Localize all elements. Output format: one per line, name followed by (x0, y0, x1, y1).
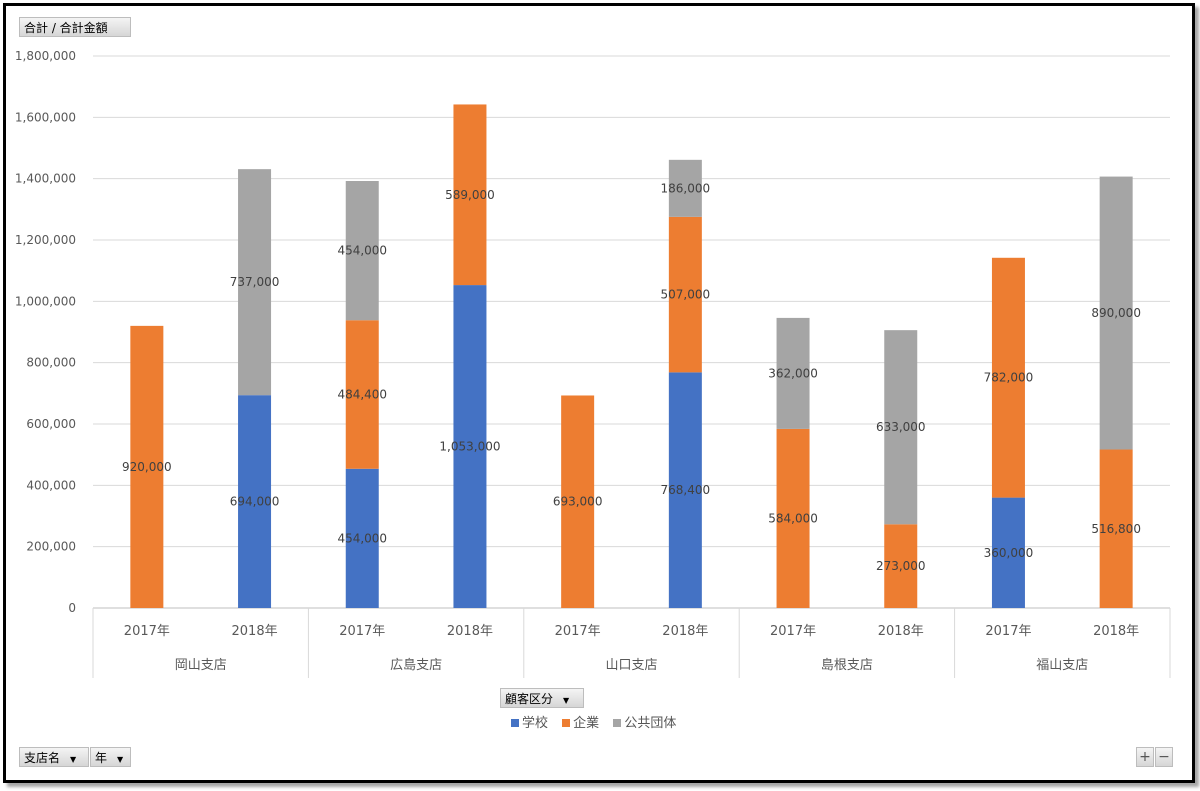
bar-company (345, 320, 379, 469)
plus-icon: + (1139, 749, 1151, 765)
x-category-label: 2017年 (124, 624, 170, 639)
value-field-button[interactable]: 合計 / 合計金額 (19, 17, 131, 37)
y-tick-label: 600,000 (26, 417, 76, 431)
bar-school (991, 497, 1025, 608)
value-field-label: 合計 / 合計金額 (24, 21, 108, 35)
data-label-company: 507,000 (661, 288, 711, 302)
bar-company (776, 428, 810, 608)
x-category-label: 2017年 (985, 624, 1031, 639)
data-label-company: 782,000 (984, 371, 1034, 385)
data-label-company: 484,400 (337, 387, 387, 401)
data-label-company: 584,000 (768, 511, 818, 525)
legend: 学校 企業 公共団体 (511, 712, 686, 731)
minus-icon: − (1158, 749, 1170, 765)
bar-company (884, 524, 918, 608)
bar-company (668, 216, 702, 373)
gridlines (93, 55, 1170, 609)
data-label-company: 920,000 (122, 460, 172, 474)
legend-swatch-school (511, 719, 519, 727)
data-label-public: 186,000 (661, 181, 711, 195)
collapse-button[interactable]: − (1155, 747, 1173, 767)
bar-public (668, 159, 702, 217)
legend-item-public: 公共団体 (613, 716, 676, 731)
legend-item-company: 企業 (562, 716, 599, 731)
bar-school (453, 285, 487, 608)
bar-school (345, 468, 379, 608)
bar-public (884, 330, 918, 525)
x-axis: 2017年 2018年 2017年 2018年 2017年 2018年 2017年 2018年… (92, 608, 1171, 678)
data-label-public: 737,000 (230, 275, 280, 289)
x-category-label: 2017年 (339, 624, 385, 639)
expand-button[interactable]: + (1136, 747, 1154, 767)
data-label-public: 633,000 (876, 420, 926, 434)
x-group-label: 広島支店 (390, 658, 442, 673)
data-label-school: 1,053,000 (439, 440, 500, 454)
legend-swatch-public (613, 719, 622, 727)
bar-school (238, 395, 272, 608)
y-tick-label: 1,600,000 (15, 110, 76, 124)
data-label-public: 362,000 (768, 366, 818, 380)
legend-label-company: 企業 (573, 716, 600, 731)
data-labels: 920,000 694,000 737,000 454,000 484,400 454,0… (122, 181, 1141, 573)
legend-label-school: 学校 (522, 716, 549, 731)
data-label-school: 360,000 (984, 546, 1034, 560)
y-tick-label: 800,000 (26, 356, 76, 370)
y-tick-label: 1,200,000 (15, 233, 76, 247)
bar-public (238, 169, 272, 396)
dropdown-arrow-icon: ▼ (70, 755, 77, 764)
legend-field-button[interactable]: 顧客区分 ▼ (500, 688, 584, 708)
data-label-school: 768,400 (661, 483, 711, 497)
x-group-label: 山口支店 (605, 658, 657, 673)
legend-field-label: 顧客区分 (505, 692, 554, 706)
x-category-label: 2018年 (662, 624, 708, 639)
y-tick-label: 1,400,000 (15, 172, 76, 186)
y-axis: 0 200,000 400,000 600,000 800,000 1,000,000 1,… (15, 49, 76, 615)
data-label-company: 516,800 (1091, 522, 1141, 536)
bar-public (345, 180, 379, 321)
y-tick-label: 1,800,000 (15, 49, 76, 63)
bar-company (1099, 449, 1133, 608)
data-label-school: 454,000 (337, 531, 387, 545)
x-group-label: 岡山支店 (175, 658, 227, 673)
dropdown-arrow-icon: ▼ (117, 755, 124, 764)
data-label-public: 890,000 (1091, 306, 1141, 320)
legend-swatch-company (562, 719, 571, 727)
data-label-company: 693,000 (553, 495, 603, 509)
x-category-label: 2018年 (878, 624, 924, 639)
row-field-label-year: 年 (95, 751, 108, 765)
x-category-label: 2018年 (232, 624, 278, 639)
row-field-button-branch[interactable]: 支店名 ▼ (19, 747, 89, 767)
data-label-public: 454,000 (337, 244, 387, 258)
y-tick-label: 0 (68, 601, 76, 615)
bar-company (130, 325, 164, 608)
x-category-label: 2017年 (770, 624, 816, 639)
row-field-label-branch: 支店名 (24, 751, 61, 765)
bar-public (776, 317, 810, 429)
y-tick-label: 1,000,000 (15, 294, 76, 308)
row-field-button-year[interactable]: 年 ▼ (90, 747, 131, 767)
y-tick-label: 400,000 (26, 478, 76, 492)
x-category-label: 2018年 (1093, 624, 1139, 639)
bars (130, 104, 1133, 608)
bar-company (453, 104, 487, 286)
bar-company (561, 395, 595, 608)
dropdown-arrow-icon: ▼ (563, 696, 570, 705)
x-category-label: 2017年 (555, 624, 601, 639)
bar-company (991, 257, 1025, 498)
bar-school (668, 372, 702, 608)
data-label-company: 589,000 (445, 188, 495, 202)
x-group-label: 島根支店 (821, 658, 873, 673)
bar-public (1099, 176, 1133, 450)
legend-label-public: 公共団体 (624, 716, 677, 731)
data-label-school: 694,000 (230, 495, 280, 509)
legend-item-school: 学校 (511, 716, 548, 731)
y-tick-label: 200,000 (26, 540, 76, 554)
data-label-company: 273,000 (876, 559, 926, 573)
x-group-label: 福山支店 (1036, 658, 1088, 673)
x-category-label: 2018年 (447, 624, 493, 639)
